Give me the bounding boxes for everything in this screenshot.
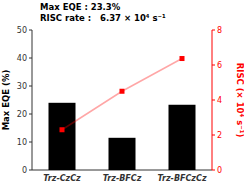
y-tick <box>29 58 32 59</box>
chart: Max EQE : 23.3%RISC rate : 6.37 × 10⁴ s⁻… <box>0 0 244 189</box>
annotation: Max EQE : 23.3% <box>40 2 121 12</box>
y-tick-label: 50 <box>17 26 27 35</box>
x-tick-label: Trz-BFCz <box>103 174 142 183</box>
y2-tick <box>212 65 215 66</box>
x-tick-label: Trz-CzCz <box>43 174 81 183</box>
y2-tick <box>212 135 215 136</box>
y2-tick-label: 4 <box>217 96 222 105</box>
y-tick-label: 30 <box>17 82 27 91</box>
y-tick <box>29 142 32 143</box>
marker <box>180 56 185 61</box>
y2-tick <box>212 100 215 101</box>
y-tick <box>29 86 32 87</box>
y2-tick <box>212 30 215 31</box>
y2-tick-label: 0 <box>217 166 222 175</box>
y-tick <box>29 30 32 31</box>
y-tick-label: 40 <box>17 54 27 63</box>
y2-tick-label: 6 <box>217 61 222 70</box>
y-tick <box>29 114 32 115</box>
bar <box>169 105 196 170</box>
y-axis-label: Max EQE (%) <box>1 70 11 131</box>
y-axis <box>32 30 33 170</box>
annotation: RISC rate : 6.37 × 10⁴ s⁻¹ <box>40 13 166 23</box>
line <box>62 59 182 130</box>
x-tick-label: Trz-BFCzCz <box>157 174 206 183</box>
marker <box>120 89 125 94</box>
y2-tick <box>212 170 215 171</box>
y2-tick-label: 2 <box>217 131 222 140</box>
y2-axis-label: RISC (× 10⁴ s⁻¹) <box>235 63 244 138</box>
bar <box>49 103 76 170</box>
y-tick-label: 10 <box>17 138 27 147</box>
bar <box>109 138 136 170</box>
y-tick-label: 0 <box>22 166 27 175</box>
y-tick-label: 20 <box>17 110 27 119</box>
marker <box>60 127 65 132</box>
y2-tick-label: 8 <box>217 26 222 35</box>
y-tick <box>29 170 32 171</box>
plot-area <box>49 56 196 170</box>
